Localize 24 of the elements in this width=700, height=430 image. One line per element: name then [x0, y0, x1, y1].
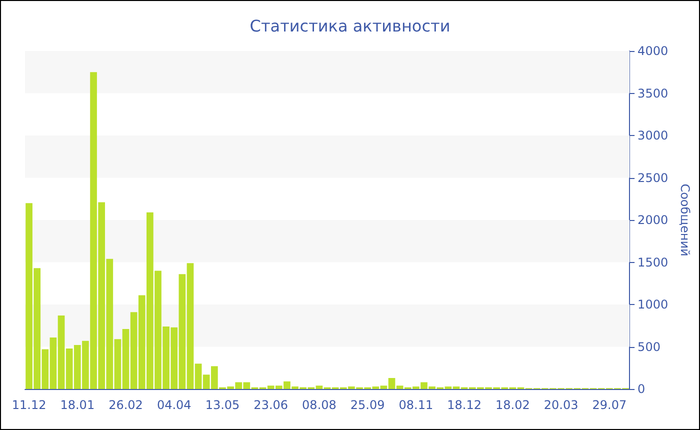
x-tick-label: 18.02 [496, 398, 530, 412]
x-tick-label: 13.05 [205, 398, 240, 412]
x-tick-label: 20.03 [544, 398, 578, 412]
y-tick-label: 500 [638, 340, 660, 354]
x-tick-label: 26.02 [108, 398, 143, 412]
y-tick-label: 3000 [638, 128, 668, 142]
y-axis-title: Сообщений [678, 184, 692, 256]
x-tick-label: 25.09 [350, 398, 385, 412]
y-tick-label: 3500 [638, 86, 668, 100]
x-tick-label: 18.12 [447, 398, 482, 412]
x-tick-label: 08.11 [398, 398, 434, 412]
x-tick-label: 18.01 [60, 398, 95, 412]
y-tick-label: 1000 [638, 298, 668, 312]
x-tick-label: 29.07 [592, 398, 627, 412]
y-tick-label: 4000 [638, 44, 668, 58]
chart-title: Статистика активности [250, 16, 450, 36]
x-tick-label: 08.08 [302, 398, 336, 412]
y-tick-label: 0 [638, 382, 646, 396]
x-tick-label: 23.06 [254, 398, 288, 412]
y-tick-label: 2500 [638, 170, 668, 185]
y-tick-label: 1500 [638, 255, 668, 270]
x-tick-label: 11.12 [12, 398, 46, 412]
x-tick-label: 04.04 [156, 398, 192, 412]
y-tick-label: 2000 [638, 213, 668, 227]
